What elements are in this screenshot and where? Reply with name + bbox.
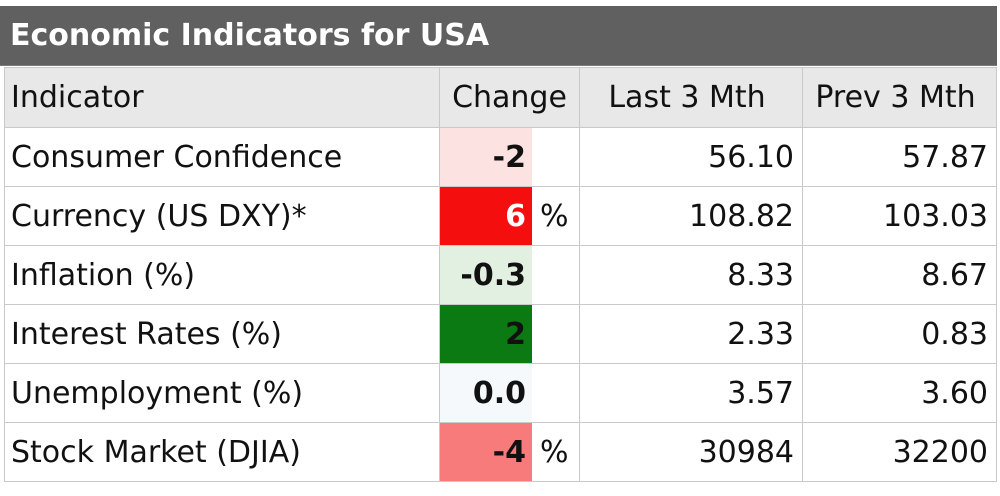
indicator-name-cell: Interest Rates (%): [4, 304, 440, 364]
last-3-mth-cell: 56.10: [579, 127, 803, 187]
change-value: 6: [440, 187, 532, 245]
table-body: Consumer Confidence -2 56.10 57.87 Currency …: [4, 127, 997, 482]
table-row: Inflation (%) -0.3 8.33 8.67: [4, 245, 997, 305]
header-indicator: Indicator: [4, 67, 440, 128]
prev-3-mth-cell: 3.60: [802, 363, 997, 423]
last-3-mth-cell: 3.57: [579, 363, 803, 423]
indicator-name-cell: Stock Market (DJIA): [4, 422, 440, 482]
change-value: -4: [440, 423, 532, 481]
prev-3-mth-cell: 103.03: [802, 186, 997, 246]
prev-3-mth-cell: 0.83: [802, 304, 997, 364]
last-3-mth-cell: 30984: [579, 422, 803, 482]
table-row: Currency (US DXY)* 6% 108.82 103.03: [4, 186, 997, 246]
table-header-row: Indicator Change Last 3 Mth Prev 3 Mth: [4, 67, 997, 128]
change-cell: 6%: [439, 186, 580, 246]
prev-3-mth-cell: 32200: [802, 422, 997, 482]
change-unit: [532, 365, 579, 422]
change-unit: [532, 129, 579, 186]
header-change: Change: [439, 67, 580, 128]
header-last-3-mth: Last 3 Mth: [579, 67, 803, 128]
change-value: 0.0: [440, 364, 532, 422]
indicator-name-cell: Unemployment (%): [4, 363, 440, 423]
prev-3-mth-cell: 8.67: [802, 245, 997, 305]
change-unit: %: [540, 198, 569, 234]
change-cell: -0.3: [439, 245, 580, 305]
change-cell: -4%: [439, 422, 580, 482]
change-unit: [532, 306, 579, 363]
table-row: Unemployment (%) 0.0 3.57 3.60: [4, 363, 997, 423]
change-cell: 0.0: [439, 363, 580, 423]
table-row: Interest Rates (%) 2 2.33 0.83: [4, 304, 997, 364]
change-value: -2: [440, 128, 532, 186]
header-prev-3-mth: Prev 3 Mth: [802, 67, 997, 128]
last-3-mth-cell: 8.33: [579, 245, 803, 305]
table-row: Stock Market (DJIA) -4% 30984 32200: [4, 422, 997, 482]
change-unit: [532, 247, 579, 304]
indicator-name-cell: Currency (US DXY)*: [4, 186, 440, 246]
change-unit: %: [540, 434, 569, 470]
last-3-mth-cell: 2.33: [579, 304, 803, 364]
indicator-name-cell: Inflation (%): [4, 245, 440, 305]
change-value: 2: [440, 305, 532, 363]
change-cell: 2: [439, 304, 580, 364]
indicators-table: Indicator Change Last 3 Mth Prev 3 Mth C…: [4, 67, 997, 482]
table-row: Consumer Confidence -2 56.10 57.87: [4, 127, 997, 187]
change-cell: -2: [439, 127, 580, 187]
prev-3-mth-cell: 57.87: [802, 127, 997, 187]
last-3-mth-cell: 108.82: [579, 186, 803, 246]
change-value: -0.3: [440, 246, 532, 304]
indicator-name-cell: Consumer Confidence: [4, 127, 440, 187]
sheet-title: Economic Indicators for USA: [0, 6, 997, 66]
